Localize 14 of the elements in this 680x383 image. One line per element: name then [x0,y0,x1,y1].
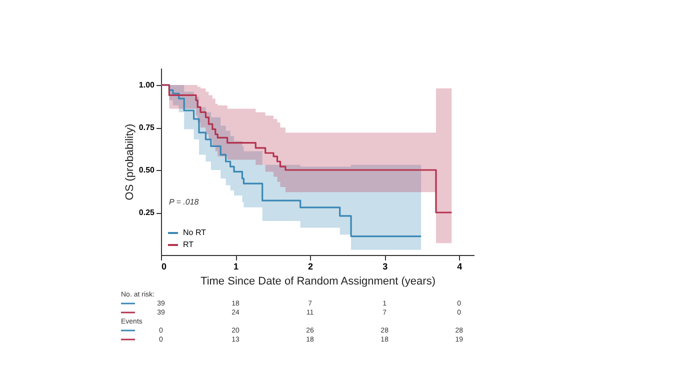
y-tick-label: 0.25 [138,208,156,217]
y-tick-label: 1.00 [138,80,156,90]
legend-label: No RT [183,228,206,237]
x-tick-label: 3 [382,262,388,272]
annotation: P = .018 [169,198,200,207]
x-tick-label: 2 [308,262,314,272]
y-tick-label: 0.50 [138,166,156,174]
y-axis-title: OS (probability) [124,124,136,200]
legend-label: RT [183,240,194,249]
x-tick-label: 0 [162,262,167,272]
y-tick-label: 0.75 [138,123,156,132]
x-tick-label: 1 [234,262,239,272]
x-axis-title: Time Since Date of Random Assignment (years) [200,276,436,288]
x-tick-label: 4 [457,262,462,272]
